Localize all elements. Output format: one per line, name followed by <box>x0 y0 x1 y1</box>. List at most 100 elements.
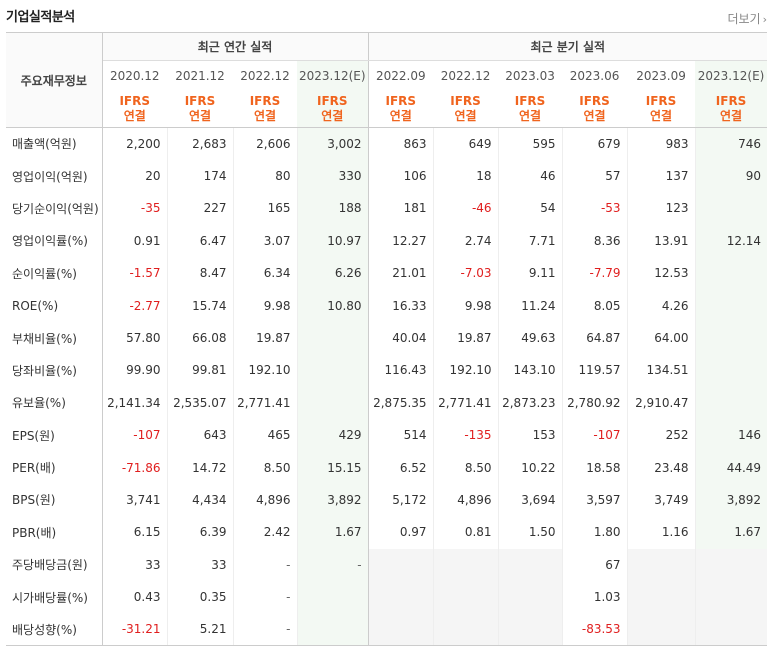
value-cell: 1.16 <box>626 516 696 549</box>
value-cell: 2,910.47 <box>626 386 696 420</box>
table-row: 배당성향(%) -31.21 5.21- -83.53 <box>6 613 768 647</box>
value-cell: 9.98 <box>232 289 297 322</box>
value-cell: 330 <box>296 159 369 193</box>
value-cell: 116.43 <box>384 363 427 378</box>
row-label: 부채비율(%) <box>6 321 103 355</box>
row-label: 순이익률(%) <box>6 257 103 290</box>
value-cell: 15.15 <box>296 451 369 484</box>
section-title: 기업실적분석 <box>6 10 75 25</box>
table-row: EPS(원) -107 643 465 429 514 -135 153 -107 252 146 <box>6 419 768 452</box>
value-cell: -7.79 <box>561 257 628 290</box>
ifrs-label: IFRS <box>249 93 281 108</box>
value-cell <box>432 548 499 581</box>
value-cell: 10.80 <box>296 289 369 322</box>
value-cell: 18.58 <box>561 451 628 484</box>
value-cell: 3.07 <box>232 224 297 258</box>
row-label: EPS(원) <box>6 419 103 452</box>
value-cell: - <box>232 548 297 581</box>
value-cell: 165 <box>232 192 297 225</box>
table-row: 영업이익률(%) 0.91 6.47 3.07 10.97 12.27 2.74 7.71 8.… <box>6 224 768 258</box>
value-cell: - <box>232 613 297 647</box>
value-cell: 746 <box>694 127 768 160</box>
value-cell: 6.26 <box>296 257 369 290</box>
value-cell: 3,002 <box>296 127 369 160</box>
value-cell: 80 <box>232 159 297 193</box>
value-cell: 0.91 <box>133 233 161 248</box>
value-cell: 54 <box>497 192 563 225</box>
table-row: BPS(원) 3,741 4,434 4,896 3,892 5,172 4,896 3,69… <box>6 483 768 517</box>
value-cell: 8.50 <box>432 451 499 484</box>
value-cell <box>694 257 768 290</box>
value-cell: -31.21 <box>102 613 167 647</box>
ifrs-type: 연결 <box>519 108 542 123</box>
value-cell <box>694 192 768 225</box>
value-cell: 19.87 <box>432 321 499 355</box>
financial-table: 주요재무정보 최근 연간 실적 최근 분기 실적 2020.12 2021.12 2… <box>6 32 768 647</box>
value-cell: 188 <box>296 192 369 225</box>
value-cell: 90 <box>694 159 768 193</box>
ifrs-badge: IFRS 연결 <box>498 90 563 128</box>
row-label: 당좌비율(%) <box>6 354 103 387</box>
value-cell: 6.39 <box>166 516 233 549</box>
ifrs-type: 연결 <box>720 108 743 123</box>
value-cell: 10.22 <box>497 451 563 484</box>
value-cell <box>694 580 768 614</box>
value-cell: 143.10 <box>497 354 563 387</box>
value-cell: 5,172 <box>392 492 427 507</box>
value-cell: 3,892 <box>296 483 369 517</box>
value-cell: 1.50 <box>497 516 563 549</box>
value-cell: 15.74 <box>166 289 233 322</box>
ifrs-label: IFRS <box>514 93 546 108</box>
value-cell: 19.87 <box>232 321 297 355</box>
value-cell <box>296 354 369 387</box>
value-cell: - <box>296 548 369 581</box>
table-row: ROE(%) -2.77 15.74 9.98 10.80 16.33 9.98 11.24 8… <box>6 289 768 322</box>
value-cell: 153 <box>497 419 563 452</box>
value-cell: 8.05 <box>561 289 628 322</box>
value-cell: 1.03 <box>561 580 628 614</box>
more-link[interactable]: 더보기 › <box>727 10 767 27</box>
value-cell: 40.04 <box>392 331 427 346</box>
value-cell: 6.47 <box>166 224 233 258</box>
value-cell: - <box>232 580 297 614</box>
value-cell: 4.26 <box>626 289 696 322</box>
value-cell: 0.35 <box>166 580 233 614</box>
ifrs-label: IFRS <box>645 93 677 108</box>
value-cell <box>296 613 369 647</box>
row-label: 배당성향(%) <box>6 613 103 647</box>
value-cell: -46 <box>432 192 499 225</box>
period-header: 2022.12 <box>440 68 491 83</box>
table-row: 당좌비율(%) 99.90 99.81 192.10 116.43 192.10 143.1… <box>6 354 768 387</box>
value-cell: 595 <box>497 127 563 160</box>
ifrs-label: IFRS <box>450 93 481 108</box>
table-row: PBR(배) 6.15 6.39 2.42 1.67 0.97 0.81 1.50 1.80 1.… <box>6 516 768 549</box>
value-cell: -7.03 <box>432 257 499 290</box>
value-cell <box>497 580 563 614</box>
ifrs-badge: IFRS 연결 <box>167 90 233 128</box>
value-cell: 3,741 <box>126 492 161 507</box>
value-cell: 33 <box>145 557 161 572</box>
value-cell <box>694 321 768 355</box>
value-cell: 146 <box>694 419 768 452</box>
row-label: 영업이익(억원) <box>6 159 103 193</box>
row-label: PER(배) <box>6 451 103 484</box>
value-cell: 46 <box>497 159 563 193</box>
value-cell: 643 <box>166 419 233 452</box>
value-cell: 4,896 <box>432 483 499 517</box>
period-header: 2022.12 <box>240 68 290 83</box>
ifrs-type: 연결 <box>389 108 412 123</box>
period-header: 2023.12(E) <box>695 60 768 91</box>
more-label: 더보기 <box>727 12 761 26</box>
value-cell: 18 <box>432 159 499 193</box>
value-cell: 7.71 <box>497 224 563 258</box>
value-cell: 20 <box>145 169 161 184</box>
value-cell: 8.50 <box>232 451 297 484</box>
value-cell: 66.08 <box>166 321 233 355</box>
value-cell: 2,535.07 <box>166 386 233 420</box>
period-header: 2020.12 <box>109 68 160 83</box>
value-cell: 863 <box>403 136 427 151</box>
value-cell: 64.87 <box>561 321 628 355</box>
ifrs-label: IFRS <box>385 93 417 108</box>
value-cell: 119.57 <box>561 354 628 387</box>
value-cell <box>694 613 768 647</box>
